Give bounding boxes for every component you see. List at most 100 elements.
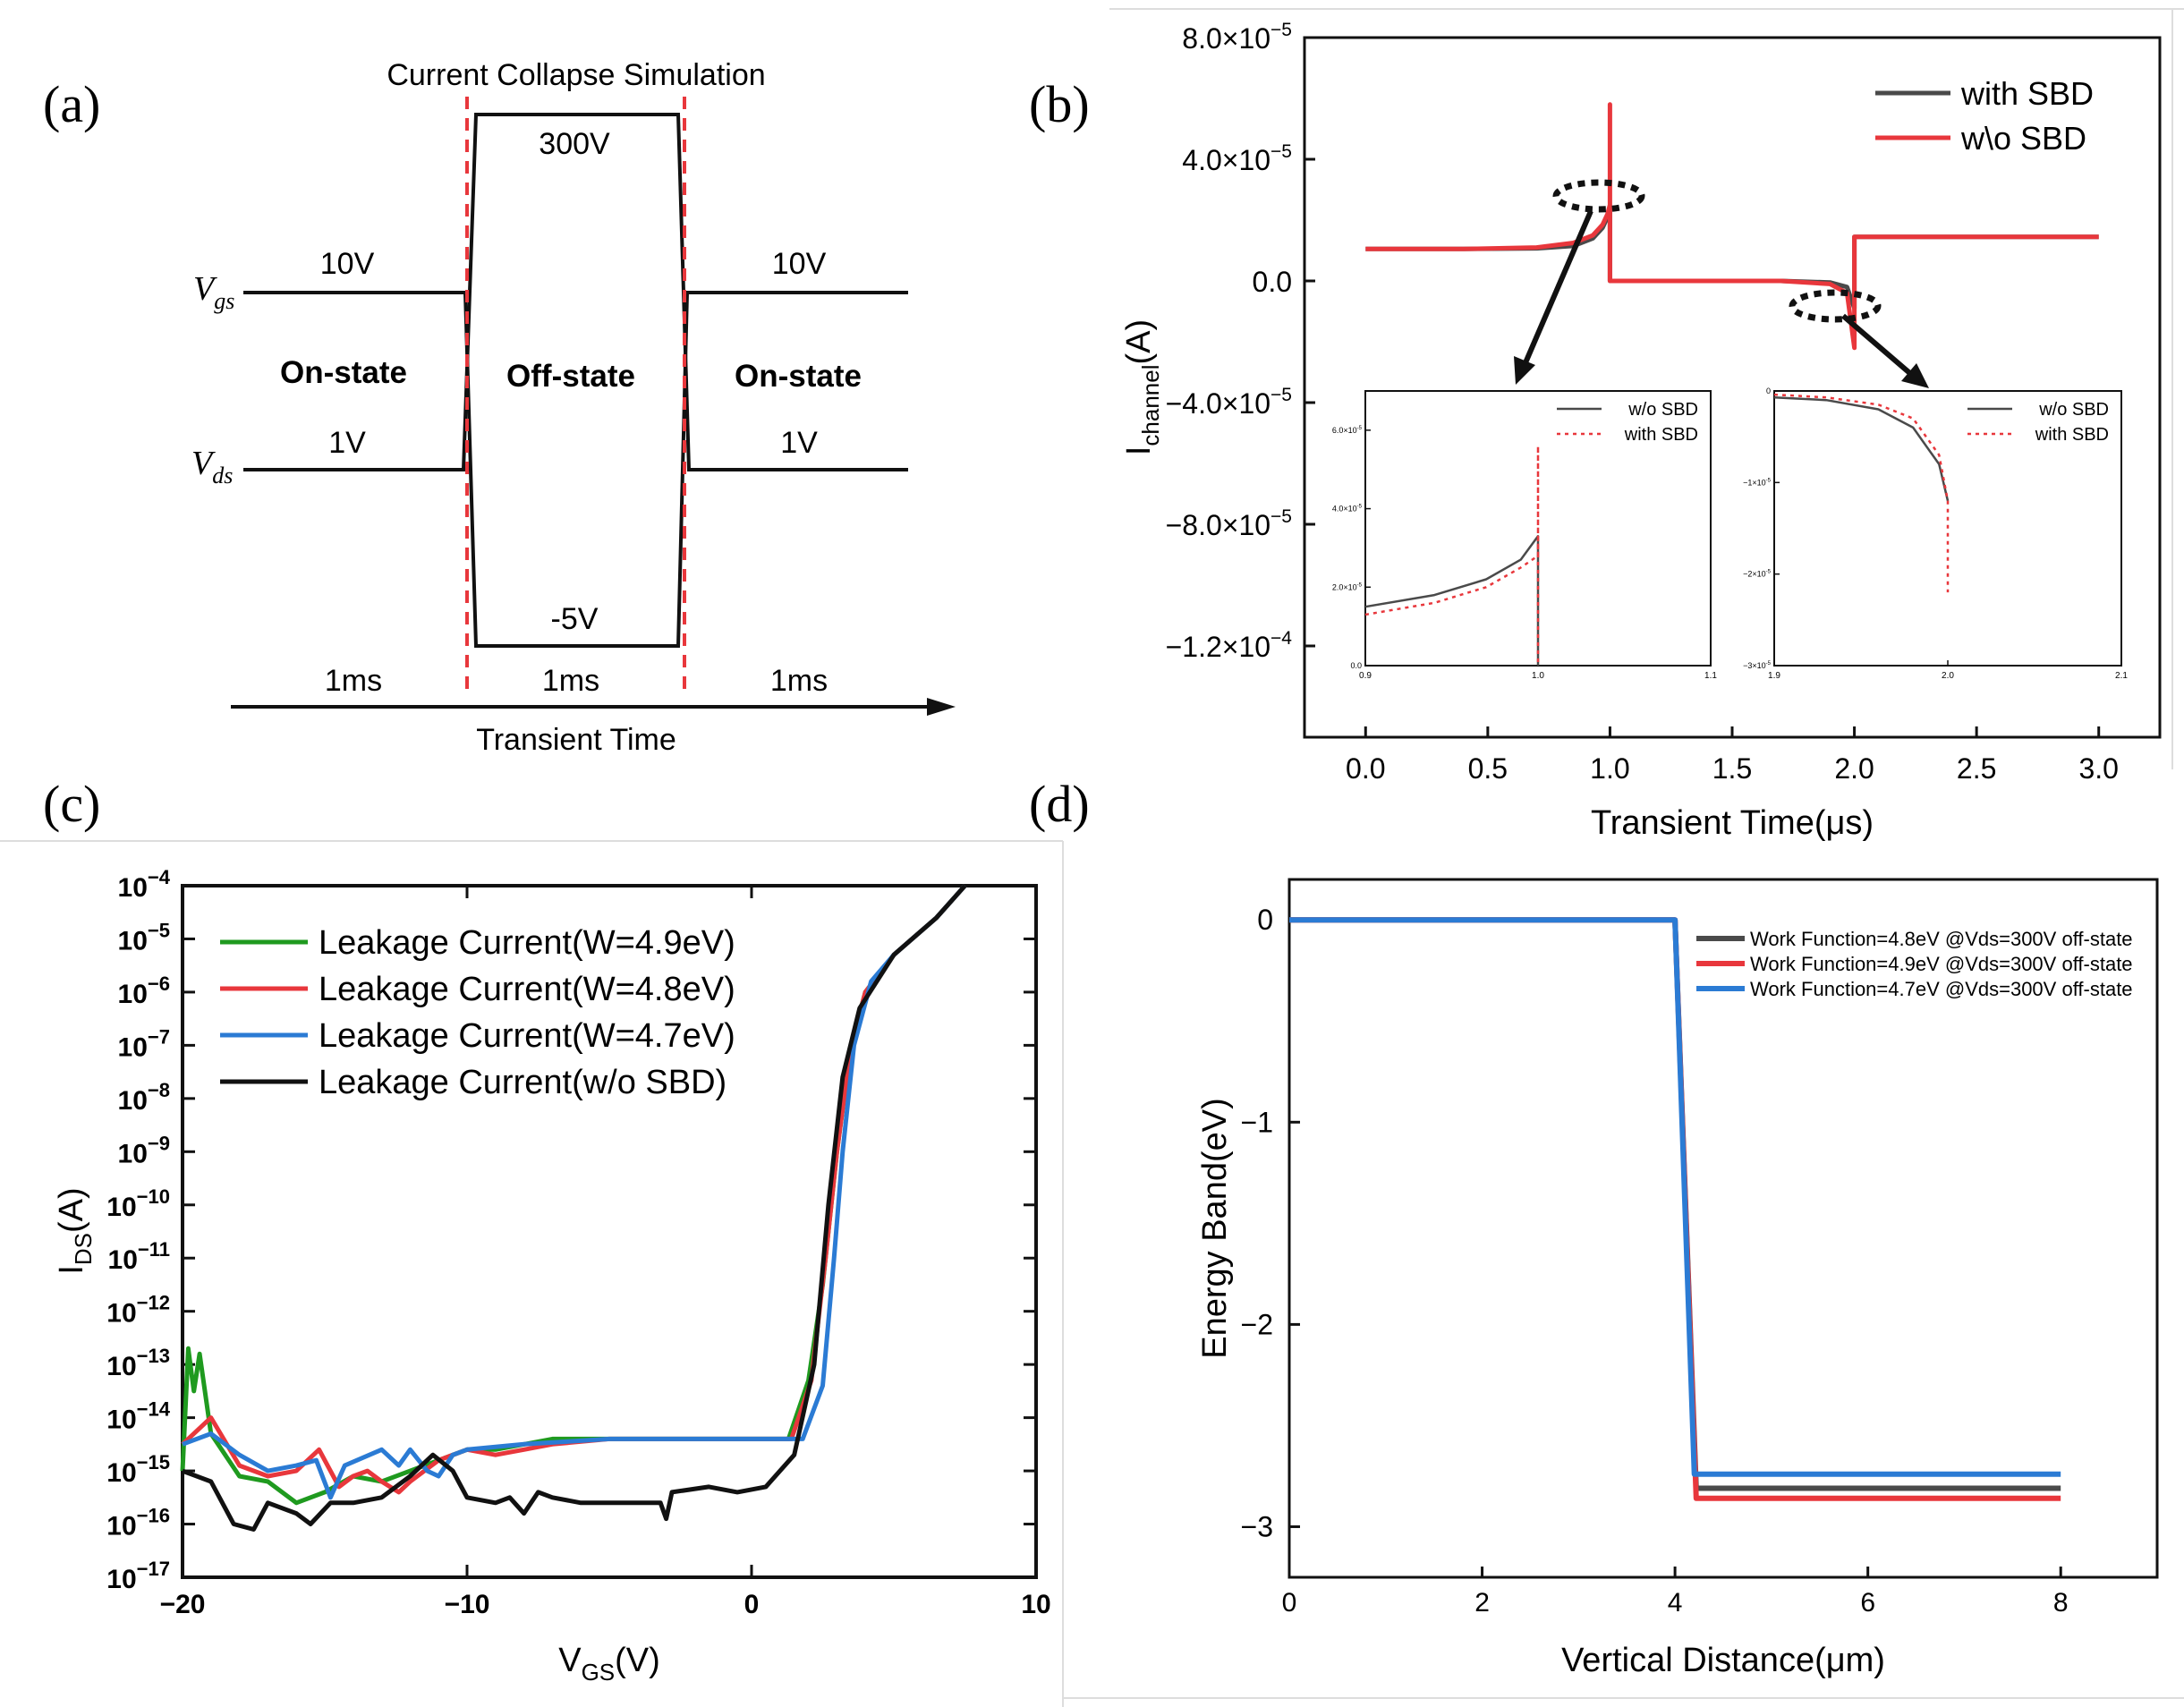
state-label-1: On-state xyxy=(280,355,407,390)
panel-c-y-tick-label-base: 10 xyxy=(118,1032,148,1062)
panel-b-y-tick-label: 0.0 xyxy=(1253,266,1292,298)
panel-c-chart: 10−410−510−610−710−810−910−1010−1110−121… xyxy=(0,840,1064,1707)
panel-b-y-tick-label-exponent: −4 xyxy=(1270,628,1292,649)
panel-c-y-tick-label: 10−12 xyxy=(106,1292,170,1329)
panel-b-series-1-line xyxy=(1365,205,2099,311)
inset-2-y-tick-label-mantissa: 0 xyxy=(1766,386,1771,395)
panel-c-series-3-line xyxy=(182,884,967,1500)
panel-c-y-tick-label-base: 10 xyxy=(118,926,148,955)
panel-d-y-tick-label: −2 xyxy=(1241,1308,1273,1340)
panel-c-y-tick-label: 10−6 xyxy=(118,972,170,1009)
panel-c-y-tick-label-exponent: −17 xyxy=(137,1558,170,1580)
inset-2-y-tick-label-mantissa: −3×10 xyxy=(1743,661,1766,670)
panel-d-y-label: Energy Band(eV) xyxy=(1196,1098,1234,1359)
inset-1-series-1-line xyxy=(1364,535,1540,666)
panel-c-y-tick-label-exponent: −12 xyxy=(137,1292,170,1314)
panel-b-legend-label-1: with SBD xyxy=(1960,75,2094,112)
inset-1-y-tick-label: 0.0 xyxy=(1350,661,1362,670)
inset-1-y-tick-label: 6.0×10-5 xyxy=(1332,426,1363,435)
panel-b-legend: with SBD w\o SBD xyxy=(1875,75,2094,157)
vds-waveform xyxy=(243,113,908,471)
vgs-on-label-2: 10V xyxy=(772,247,827,281)
inset-1-y-tick-label-mantissa: 4.0×10 xyxy=(1332,505,1357,514)
state-label-2: Off-state xyxy=(506,359,635,394)
zoom-arrow-1-head xyxy=(1514,356,1535,385)
panel-c-y-tick-label: 10−14 xyxy=(106,1398,170,1435)
panel-c-y-tick-label-exponent: −7 xyxy=(148,1025,170,1048)
panel-c-y-tick-label-base: 10 xyxy=(118,980,148,1009)
panel-d-x-axis: 0 2 4 6 8 xyxy=(1282,1567,2069,1618)
inset-2-legend-label-2: with SBD xyxy=(2035,425,2109,445)
inset-1-y-tick-label-exponent: -5 xyxy=(1357,426,1363,431)
panel-b-chart: 8.0×10−54.0×10−50.0−4.0×10−5−8.0×10−5−1.… xyxy=(1109,8,2184,842)
panel-c-legend-label-1: Leakage Current(W=4.9eV) xyxy=(319,924,735,962)
panel-b-y-axis: 8.0×10−54.0×10−50.0−4.0×10−5−8.0×10−5−1.… xyxy=(1166,20,1315,663)
panel-d-series xyxy=(1289,917,2061,1501)
panel-c-y-tick-label-exponent: −9 xyxy=(148,1132,170,1154)
panel-c-y-tick-label: 10−17 xyxy=(106,1558,170,1594)
panel-c-y-tick-label-exponent: −10 xyxy=(137,1185,170,1208)
panel-b-y-tick-label: −4.0×10−5 xyxy=(1166,385,1292,420)
inset-1-y-tick-label-mantissa: 0.0 xyxy=(1350,661,1362,670)
time-axis-label: Transient Time xyxy=(476,723,676,757)
panel-c-y-label-main: I xyxy=(53,1265,90,1275)
panel-c-y-tick-label-exponent: −4 xyxy=(148,866,171,888)
vds-label: Vds xyxy=(191,445,233,488)
diagram-title: Current Collapse Simulation xyxy=(387,58,765,92)
inset-2-series-2-line xyxy=(1773,393,1950,593)
panel-b-x-tick-label: 0.0 xyxy=(1346,752,1385,785)
panel-b-y-tick-label-exponent: −5 xyxy=(1270,506,1292,527)
duration-label-3: 1ms xyxy=(770,664,828,698)
zoom-marker-ellipse-1 xyxy=(1552,179,1645,213)
panel-b-y-tick-label: −1.2×10−4 xyxy=(1166,628,1293,663)
inset-1-legend-label-1: w/o SBD xyxy=(1627,400,1698,420)
inset-2-y-tick-label: −1×10-5 xyxy=(1743,478,1772,487)
inset-2-x-tick-label: 2.0 xyxy=(1942,671,1954,681)
inset-1-y-tick-label: 2.0×10-5 xyxy=(1332,582,1363,591)
panel-b-y-tick-label-mantissa: 0.0 xyxy=(1253,266,1292,298)
panel-a-diagram: Current Collapse Simulation Transient Ti… xyxy=(191,58,956,757)
inset-2-y-tick-label: −3×10-5 xyxy=(1743,661,1772,670)
panel-c-y-axis: 10−410−510−610−710−810−910−1010−1110−121… xyxy=(106,866,1036,1594)
panel-b-inset-2: 0−1×10-5−2×10-5−3×10-51.9 2.0 2.1w/o SBDwi… xyxy=(1743,386,2128,681)
vds-on-label-2: 1V xyxy=(780,426,818,460)
panel-c-y-tick-label-base: 10 xyxy=(108,1245,138,1275)
panel-d-y-tick-label: −3 xyxy=(1241,1510,1273,1542)
panel-c-x-axis: −20 −10 0 10 xyxy=(160,886,1051,1619)
panel-c-x-tick-label: 10 xyxy=(1021,1590,1050,1619)
panel-label-a: (a) xyxy=(43,75,100,133)
panel-c-y-tick-label-exponent: −8 xyxy=(148,1079,170,1101)
panel-d-x-label: Vertical Distance(μm) xyxy=(1561,1642,1885,1679)
inset-1-x-tick-label: 0.9 xyxy=(1359,671,1372,681)
panel-b-y-tick-label-mantissa: −1.2×10 xyxy=(1166,631,1270,663)
panel-c-y-tick-label-base: 10 xyxy=(106,1512,136,1541)
panel-label-d: (d) xyxy=(1029,775,1090,833)
duration-label-1: 1ms xyxy=(325,664,382,698)
inset-2-x-tick-label: 2.1 xyxy=(2115,671,2128,681)
panel-b-y-tick-label: 8.0×10−5 xyxy=(1182,20,1292,55)
duration-label-2: 1ms xyxy=(542,664,599,698)
panel-d-x-tick-label: 6 xyxy=(1860,1588,1875,1618)
panel-label-c: (c) xyxy=(43,775,100,833)
panel-c-y-tick-label: 10−4 xyxy=(118,866,171,903)
panel-c-y-label-unit: (A) xyxy=(53,1187,90,1233)
inset-1-y-tick-label-exponent: -5 xyxy=(1357,505,1363,510)
zoom-arrow-1 xyxy=(1521,209,1593,369)
panel-d-x-tick-label: 8 xyxy=(2053,1588,2069,1618)
vgs-waveform xyxy=(243,291,908,648)
panel-c-y-tick-label-base: 10 xyxy=(106,1406,136,1435)
panel-c-y-tick-label-exponent: −5 xyxy=(148,919,170,941)
panel-b-y-tick-label-exponent: −5 xyxy=(1270,385,1292,405)
panel-d-chart: 0 −1 −2 −3 0 2 4 6 8 Work Function=4.8eV @Vds=3… xyxy=(1062,841,2184,1707)
inset-1-y-tick-label-mantissa: 2.0×10 xyxy=(1332,582,1357,591)
panel-c-x-label-sub: GS xyxy=(582,1659,616,1686)
panel-d-series-1-line xyxy=(1289,917,2061,1491)
vgs-off-label: -5V xyxy=(551,602,599,636)
panel-d-y-tick-label: 0 xyxy=(1257,904,1273,936)
panel-d-legend-label-2: Work Function=4.9eV @Vds=300V off-state xyxy=(1750,953,2133,975)
inset-2-series-1-line xyxy=(1773,395,1950,502)
panel-c-y-tick-label: 10−11 xyxy=(108,1238,170,1275)
panel-d-x-tick-label: 2 xyxy=(1474,1588,1490,1618)
panel-c-series-4-line xyxy=(182,884,967,1532)
